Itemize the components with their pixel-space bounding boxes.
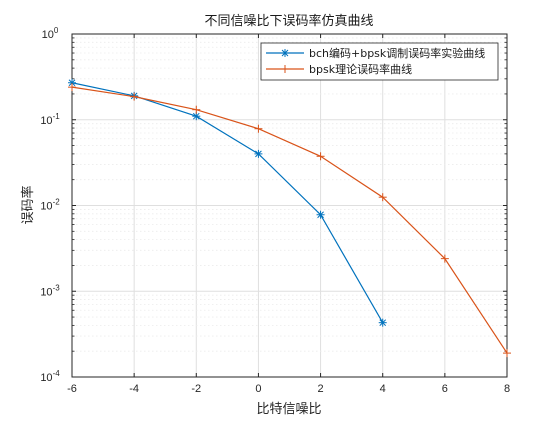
data-point-bch bbox=[316, 210, 325, 219]
x-tick-label: 0 bbox=[255, 383, 261, 395]
data-point-bpsk bbox=[316, 152, 325, 161]
data-point-bch bbox=[68, 78, 76, 87]
x-tick-label: -2 bbox=[191, 383, 201, 395]
x-tick-label: 4 bbox=[380, 383, 386, 395]
y-axis-label: 误码率 bbox=[20, 185, 36, 224]
data-point-bpsk bbox=[378, 193, 387, 202]
y-tick-label: 100 bbox=[42, 26, 59, 41]
data-point-bpsk bbox=[192, 105, 201, 114]
y-tick-label: 10-1 bbox=[40, 112, 60, 127]
x-tick-label: 8 bbox=[504, 383, 510, 395]
x-tick-label: 2 bbox=[318, 383, 324, 395]
series-line-bch bbox=[71, 82, 384, 323]
legend-box bbox=[260, 42, 499, 81]
x-tick-label: 6 bbox=[442, 383, 448, 395]
data-point-bch bbox=[254, 149, 263, 158]
series bbox=[68, 78, 511, 358]
x-axis-label: 比特信噪比 bbox=[256, 402, 321, 417]
x-tick-label: -4 bbox=[129, 383, 139, 395]
legend-marker-bpsk bbox=[281, 65, 289, 73]
data-point-bpsk bbox=[68, 83, 76, 92]
data-point-bpsk bbox=[130, 92, 139, 101]
x-tick-label: -6 bbox=[67, 383, 77, 395]
axis-ticks: -6 -4 -2 0 2 4 6 8 100 10-1 10-2 10-3 10-4 bbox=[40, 26, 510, 395]
legend-sample-bch bbox=[266, 49, 304, 57]
legend-label-bch: bch编码+bpsk调制误码率实验曲线 bbox=[309, 46, 485, 60]
series-line-bpsk bbox=[71, 86, 508, 354]
data-point-bch bbox=[378, 318, 387, 327]
legend: bch编码+bpsk调制误码率实验曲线 bpsk理论误码率曲线 bbox=[260, 42, 499, 81]
data-point-bpsk bbox=[503, 349, 511, 358]
y-tick-label: 10-3 bbox=[40, 283, 60, 298]
data-point-bpsk bbox=[440, 254, 449, 263]
chart-title: 不同信噪比下误码率仿真曲线 bbox=[204, 13, 373, 29]
legend-label-bpsk: bpsk理论误码率曲线 bbox=[309, 62, 412, 76]
data-point-bpsk bbox=[254, 124, 263, 133]
legend-marker-bch bbox=[281, 49, 289, 57]
y-tick-label: 10-4 bbox=[40, 369, 60, 384]
legend-sample-bpsk bbox=[266, 65, 304, 73]
y-tick-label: 10-2 bbox=[40, 198, 60, 213]
